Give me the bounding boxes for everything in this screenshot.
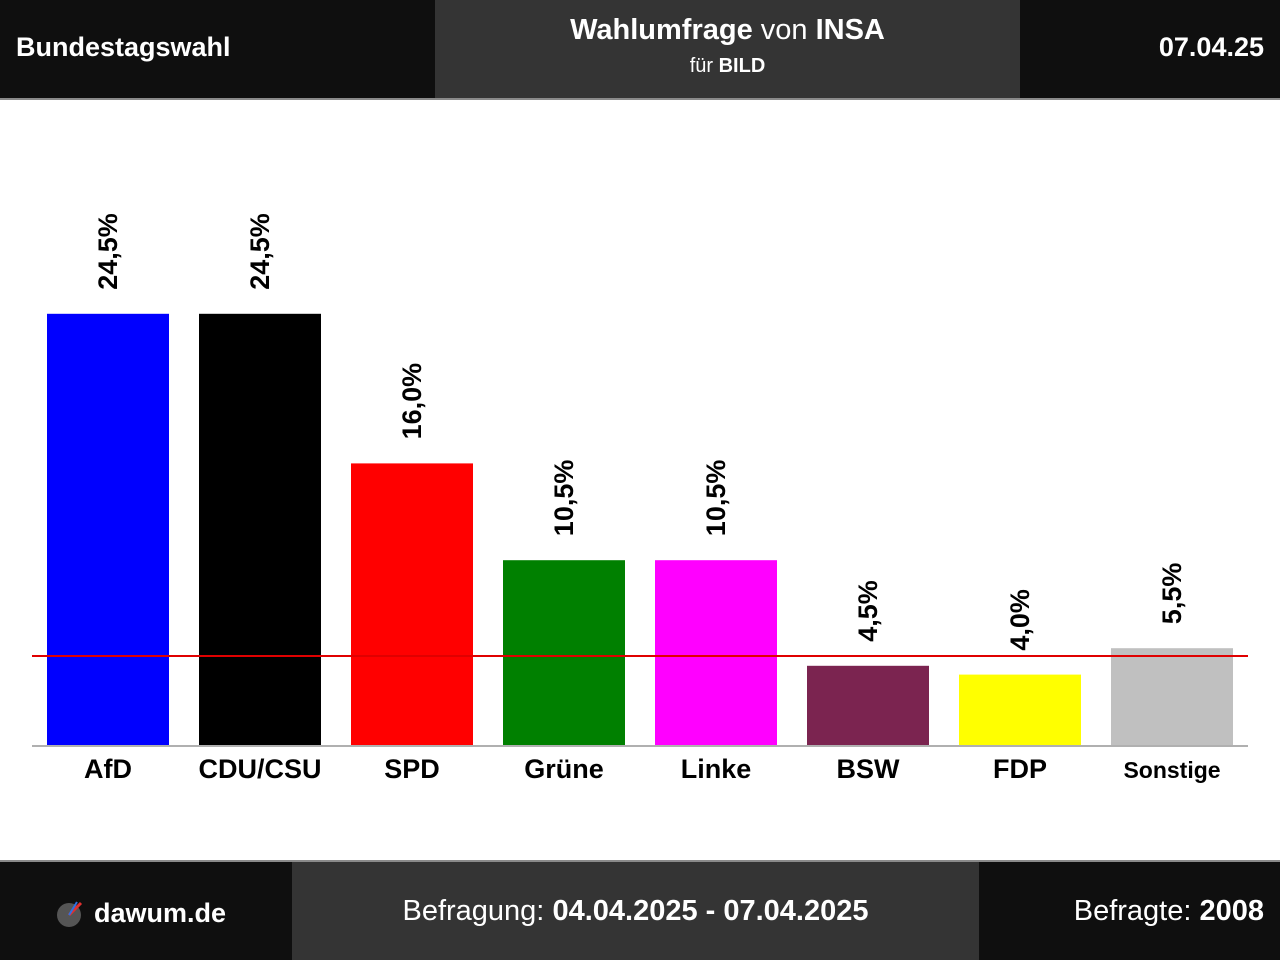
period-value: 04.04.2025 - 07.04.2025: [552, 895, 869, 927]
value-label-bsw: 4,5%: [853, 580, 883, 642]
election-title: Bundestagswahl: [16, 32, 231, 62]
poll-title: Wahlumfrage von INSA: [435, 14, 1020, 47]
category-label-afd: AfD: [84, 754, 132, 784]
value-label-cdu-csu: 24,5%: [245, 213, 275, 290]
client-prefix: für: [689, 55, 714, 77]
site-link[interactable]: dawum.de: [56, 898, 226, 929]
bar-afd: [47, 313, 169, 745]
poll-client: für BILD: [435, 55, 1020, 78]
footer: dawum.de Befragung: 04.04.2025 - 07.04.2…: [0, 860, 1280, 960]
poll-label: Wahlumfrage: [570, 14, 753, 46]
poll-info: Wahlumfrage von INSA für BILD: [435, 0, 1020, 98]
survey-period: Befragung: 04.04.2025 - 07.04.2025: [292, 862, 979, 960]
category-label-gr-ne: Grüne: [524, 754, 604, 784]
dawum-logo-icon: [56, 900, 84, 928]
respondents-value: 2008: [1199, 895, 1264, 927]
value-label-gr-ne: 10,5%: [549, 460, 579, 537]
poll-by: von: [760, 14, 808, 46]
bar-gr-ne: [503, 560, 625, 745]
category-label-fdp: FDP: [993, 754, 1047, 784]
client-name: BILD: [718, 55, 766, 77]
value-label-linke: 10,5%: [701, 460, 731, 537]
bar-sonstige: [1111, 648, 1233, 745]
category-label-spd: SPD: [384, 754, 440, 784]
poll-date: 07.04.25: [1158, 32, 1264, 62]
bar-chart: 24,5% AfD 24,5% CDU/CSU 16,0% SPD 10,5% Grüne 10…: [32, 213, 1248, 784]
category-label-sonstige: Sonstige: [1123, 757, 1220, 783]
period-label: Befragung:: [402, 895, 545, 927]
category-label-bsw: BSW: [837, 754, 901, 784]
respondents-label: Befragte:: [1073, 895, 1192, 927]
institute-name: INSA: [815, 14, 885, 46]
bar-linke: [655, 560, 777, 745]
bar-bsw: [807, 665, 929, 745]
header: Bundestagswahl Wahlumfrage von INSA für …: [0, 0, 1280, 100]
bar-fdp: [959, 674, 1081, 745]
category-label-cdu-csu: CDU/CSU: [198, 754, 321, 784]
value-label-fdp: 4,0%: [1005, 589, 1035, 651]
site-name: dawum.de: [94, 898, 227, 928]
value-label-spd: 16,0%: [397, 363, 427, 440]
bar-spd: [351, 463, 473, 745]
category-label-linke: Linke: [681, 754, 752, 784]
respondents: Befragte: 2008: [1074, 862, 1264, 960]
bar-cdu-csu: [199, 313, 321, 745]
value-label-sonstige: 5,5%: [1157, 563, 1187, 625]
value-label-afd: 24,5%: [93, 213, 123, 290]
